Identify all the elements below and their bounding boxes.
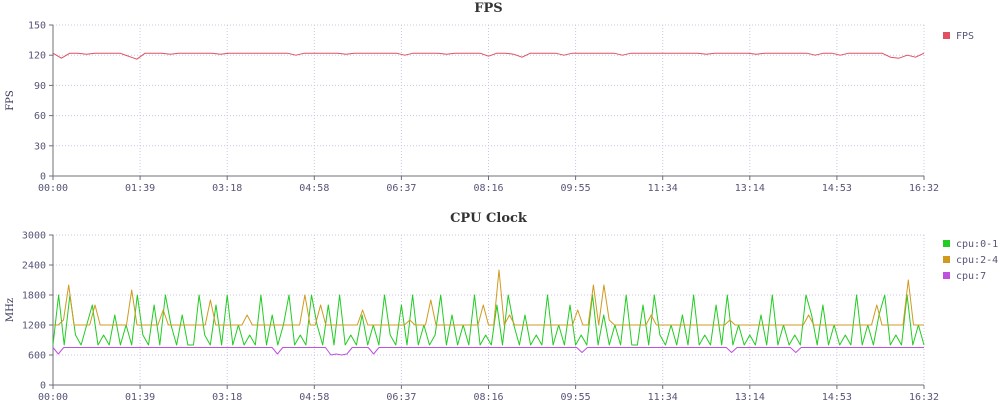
x-tick-label: 11:34 bbox=[648, 392, 678, 403]
y-axis-label: MHz bbox=[5, 298, 16, 322]
y-tick-label: 60 bbox=[34, 111, 46, 122]
x-tick-label: 16:32 bbox=[909, 183, 939, 194]
legend-label: cpu:2-4 bbox=[956, 255, 998, 266]
series-line-cpu-7 bbox=[52, 347, 924, 356]
x-tick-label: 04:58 bbox=[299, 392, 329, 403]
legend-label: cpu:0-1 bbox=[956, 239, 998, 250]
x-tick-label: 01:39 bbox=[125, 183, 155, 194]
y-tick-label: 90 bbox=[34, 81, 46, 92]
y-tick-label: 30 bbox=[34, 141, 46, 152]
chart-panel-1: FPS 0 30 60 90 120 150 00:00 01:39 03:18 04:58 06:3… bbox=[5, 1, 974, 194]
chart-panel-2: CPU Clock 0 600 1200 1800 2400 3000 00:00 01:39 0… bbox=[5, 211, 998, 403]
legend-swatch bbox=[943, 256, 950, 263]
y-tick-label: 1200 bbox=[22, 321, 46, 332]
y-tick-label: 3000 bbox=[22, 231, 46, 242]
x-tick-label: 00:00 bbox=[38, 392, 68, 403]
x-tick-label: 01:39 bbox=[125, 392, 155, 403]
x-tick-label: 13:14 bbox=[735, 183, 765, 194]
legend-label: FPS bbox=[956, 31, 974, 42]
legend-swatch bbox=[943, 32, 950, 39]
x-tick-label: 14:53 bbox=[822, 392, 852, 403]
y-axis-label: FPS bbox=[5, 90, 16, 111]
x-tick-label: 13:14 bbox=[735, 392, 765, 403]
chart-title: CPU Clock bbox=[450, 211, 528, 226]
x-tick-label: 06:37 bbox=[386, 183, 416, 194]
legend-swatch bbox=[943, 240, 950, 247]
y-tick-label: 1800 bbox=[22, 291, 46, 302]
y-tick-label: 0 bbox=[40, 381, 46, 392]
x-tick-label: 04:58 bbox=[299, 183, 329, 194]
legend-label: cpu:7 bbox=[956, 271, 986, 282]
series-line-fps bbox=[52, 52, 925, 60]
y-tick-label: 150 bbox=[28, 21, 46, 32]
y-tick-label: 2400 bbox=[22, 261, 46, 272]
x-tick-label: 06:37 bbox=[386, 392, 416, 403]
y-tick-label: 0 bbox=[40, 172, 46, 183]
legend-swatch bbox=[943, 272, 950, 279]
x-tick-label: 16:32 bbox=[909, 392, 939, 403]
x-tick-label: 09:55 bbox=[561, 392, 591, 403]
series-line-cpu-2-4 bbox=[53, 269, 924, 326]
x-tick-label: 14:53 bbox=[822, 183, 852, 194]
x-tick-label: 03:18 bbox=[212, 392, 242, 403]
x-tick-label: 08:16 bbox=[473, 392, 503, 403]
series-line-cpu-0-1 bbox=[52, 294, 925, 346]
x-tick-label: 09:55 bbox=[561, 183, 591, 194]
y-tick-label: 600 bbox=[28, 351, 46, 362]
x-tick-label: 03:18 bbox=[212, 183, 242, 194]
x-tick-label: 00:00 bbox=[38, 183, 68, 194]
chart-title: FPS bbox=[474, 1, 502, 16]
x-tick-label: 08:16 bbox=[473, 183, 503, 194]
y-tick-label: 120 bbox=[28, 51, 46, 62]
x-tick-label: 11:34 bbox=[648, 183, 678, 194]
